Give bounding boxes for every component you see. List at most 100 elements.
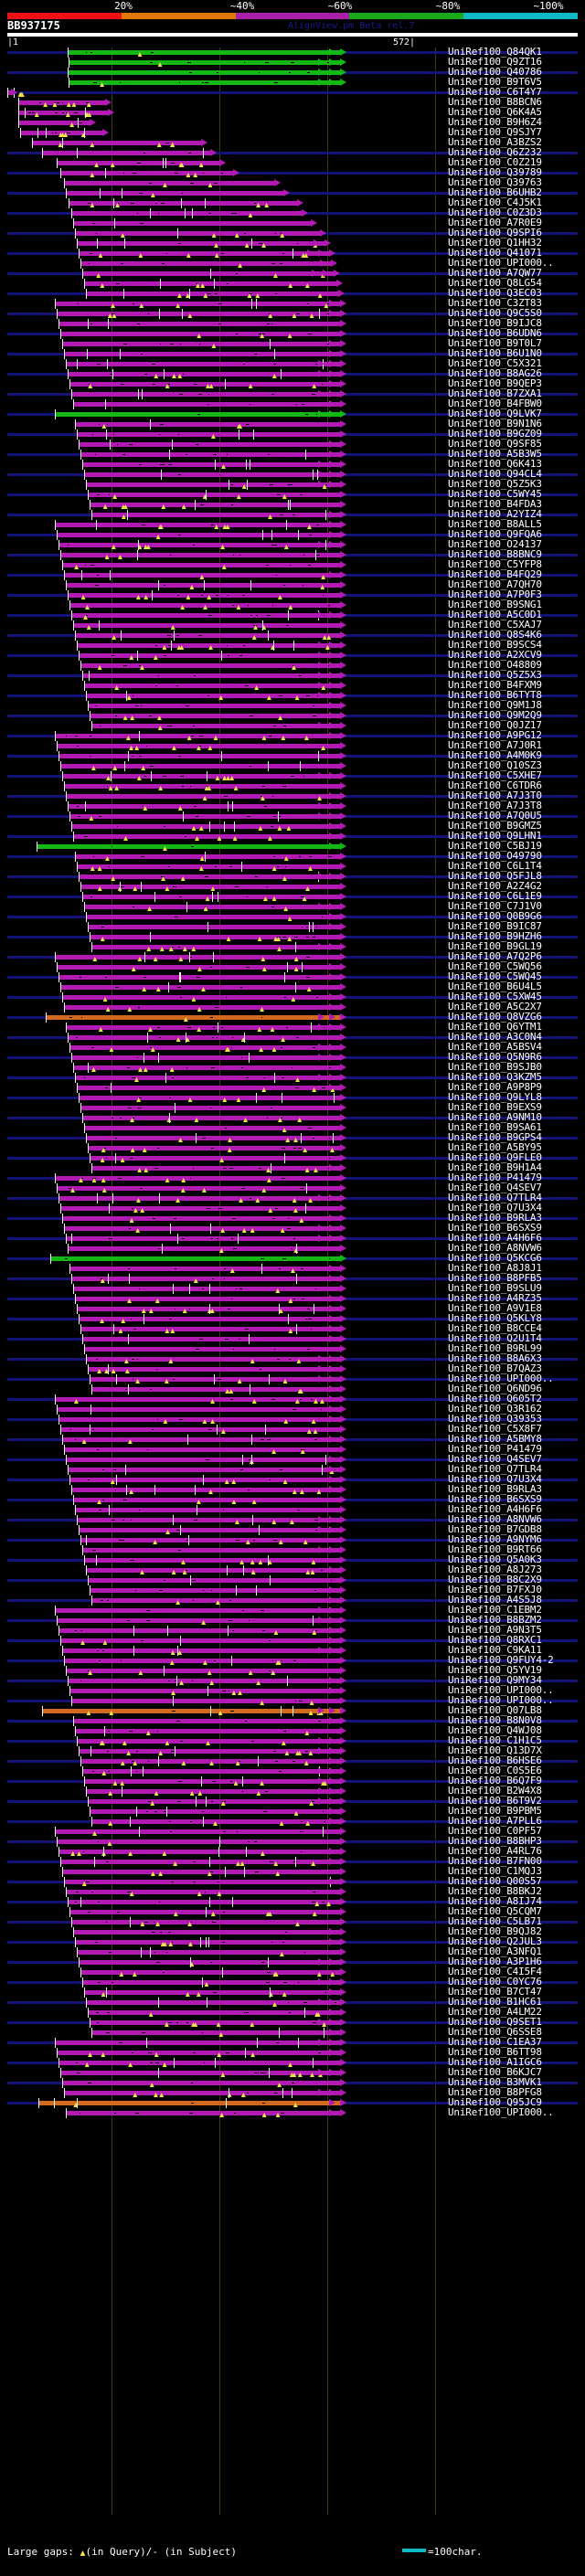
subject-id-label[interactable]: UniRef100_B7GDB8: [448, 1523, 542, 1535]
hsp-bar[interactable]: [82, 1769, 340, 1774]
subject-id-label[interactable]: UniRef100_UPI000..: [448, 257, 554, 269]
alignment-row[interactable]: UniRef100_B9GL19: [0, 941, 585, 952]
hsp-bar[interactable]: [86, 2000, 340, 2005]
alignment-row[interactable]: UniRef100_Q0B9G6: [0, 911, 585, 922]
hsp-bar[interactable]: [84, 905, 340, 909]
subject-id-label[interactable]: UniRef100_B4FDA3: [448, 498, 542, 510]
subject-id-label[interactable]: UniRef100_C6L1T4: [448, 860, 542, 872]
alignment-row[interactable]: UniRef100_B6TYT8: [0, 690, 585, 701]
subject-id-label[interactable]: UniRef100_A2XCV9: [448, 649, 542, 661]
alignment-row[interactable]: UniRef100_C1H1C5: [0, 1734, 585, 1746]
hsp-bar[interactable]: [64, 1659, 340, 1663]
alignment-row[interactable]: UniRef100_A4M0K9: [0, 750, 585, 761]
alignment-row[interactable]: UniRef100_B9SA61: [0, 1122, 585, 1133]
hsp-bar[interactable]: [57, 965, 340, 970]
alignment-row[interactable]: UniRef100_B8BNC9: [0, 549, 585, 560]
subject-id-label[interactable]: UniRef100_A4H6F6: [448, 1232, 542, 1244]
alignment-row[interactable]: UniRef100_B9HZH6: [0, 931, 585, 942]
hsp-bar[interactable]: [90, 935, 340, 939]
subject-id-label[interactable]: UniRef100_B2W4X8: [448, 1785, 542, 1797]
alignment-row[interactable]: UniRef100_C0S5E6: [0, 1765, 585, 1776]
alignment-row[interactable]: UniRef100_A9NYM6: [0, 1534, 585, 1545]
hsp-bar[interactable]: [66, 1458, 340, 1462]
subject-id-label[interactable]: UniRef100_C6L1E9: [448, 890, 542, 902]
subject-id-label[interactable]: UniRef100_Q9SJY7: [448, 126, 542, 138]
hsp-bar[interactable]: [82, 895, 340, 899]
subject-id-label[interactable]: UniRef100_B6UHB2: [448, 186, 542, 198]
subject-id-label[interactable]: UniRef100_B6HSE6: [448, 1754, 542, 1766]
subject-id-label[interactable]: UniRef100_Q9LYL8: [448, 1091, 542, 1103]
alignment-row[interactable]: UniRef100_Q9M2Q9: [0, 710, 585, 721]
alignment-row[interactable]: UniRef100_A4S5J8: [0, 1595, 585, 1606]
alignment-row[interactable]: UniRef100_B7QAZ3: [0, 1363, 585, 1374]
hsp-bar[interactable]: [58, 1417, 340, 1422]
subject-id-label[interactable]: UniRef100_Q39763: [448, 176, 542, 188]
alignment-row[interactable]: UniRef100_C5WY45: [0, 489, 585, 500]
hsp-bar[interactable]: [60, 1206, 340, 1211]
alignment-row[interactable]: UniRef100_Q13D7X: [0, 1744, 585, 1756]
subject-id-label[interactable]: UniRef100_C1H1C5: [448, 1734, 542, 1746]
subject-id-label[interactable]: UniRef100_Q5Z5X3: [448, 669, 542, 681]
subject-id-label[interactable]: UniRef100_Q6Z232: [448, 146, 542, 158]
hsp-bar[interactable]: [57, 312, 340, 316]
alignment-row[interactable]: UniRef100_B9EXS9: [0, 1102, 585, 1113]
subject-id-label[interactable]: UniRef100_B8BKJ2: [448, 1885, 542, 1897]
subject-id-label[interactable]: UniRef100_Q8RXC1: [448, 1634, 542, 1646]
subject-id-label[interactable]: UniRef100_B6SXS9: [448, 1493, 542, 1505]
alignment-row[interactable]: UniRef100_A9N3T5: [0, 1624, 585, 1636]
hsp-bar[interactable]: [79, 442, 340, 447]
hsp-bar[interactable]: [88, 2010, 340, 2015]
hsp-bar[interactable]: [69, 1478, 340, 1482]
subject-id-label[interactable]: UniRef100_Q9FLE0: [448, 1151, 542, 1163]
alignment-row[interactable]: UniRef100_Q605T2: [0, 1394, 585, 1405]
subject-id-label[interactable]: UniRef100_A5BMY8: [448, 1433, 542, 1445]
hsp-bar[interactable]: [68, 804, 340, 809]
subject-id-label[interactable]: UniRef100_Q9ZT16: [448, 56, 542, 68]
alignment-row[interactable]: UniRef100_B6U4L5: [0, 981, 585, 992]
hsp-bar[interactable]: [58, 1196, 340, 1201]
subject-id-label[interactable]: UniRef100_Q605T2: [448, 1393, 542, 1405]
hsp-bar[interactable]: [86, 1357, 340, 1362]
subject-id-label[interactable]: UniRef100_B1HC61: [448, 1996, 542, 2008]
hsp-bar[interactable]: [80, 1759, 340, 1764]
hsp-bar[interactable]: [77, 1086, 340, 1090]
subject-id-label[interactable]: UniRef100_B9QJ82: [448, 1925, 542, 1937]
subject-id-label[interactable]: UniRef100_B8PFG8: [448, 2086, 542, 2098]
subject-id-label[interactable]: UniRef100_Q1HH32: [448, 237, 542, 249]
hsp-bar[interactable]: [75, 1297, 340, 1301]
subject-id-label[interactable]: UniRef100_Q13D7X: [448, 1744, 542, 1756]
alignment-row[interactable]: UniRef100_C4J5K1: [0, 197, 585, 208]
alignment-row[interactable]: UniRef100_A5B3W5: [0, 449, 585, 460]
alignment-row[interactable]: UniRef100_B8BKJ2: [0, 1885, 585, 1897]
hsp-bar[interactable]: [42, 1709, 340, 1713]
subject-id-label[interactable]: UniRef100_C1EA37: [448, 2036, 542, 2048]
subject-id-label[interactable]: UniRef100_A3BZS2: [448, 136, 542, 148]
hsp-bar[interactable]: [68, 1468, 340, 1472]
subject-id-label[interactable]: UniRef100_C5LB71: [448, 1915, 542, 1927]
alignment-row[interactable]: UniRef100_A3NFQ1: [0, 1946, 585, 1957]
hsp-bar[interactable]: [68, 372, 340, 376]
subject-id-label[interactable]: UniRef100_A9N3T5: [448, 1624, 542, 1636]
subject-id-label[interactable]: UniRef100_A8J8J1: [448, 1262, 542, 1274]
hsp-bar[interactable]: [18, 101, 105, 105]
subject-id-label[interactable]: UniRef100_C5XAJ7: [448, 619, 542, 631]
hsp-bar[interactable]: [86, 1136, 340, 1140]
alignment-row[interactable]: UniRef100_UPI000..: [0, 1373, 585, 1384]
hsp-bar[interactable]: [73, 1498, 340, 1502]
alignment-row[interactable]: UniRef100_Q5N9R6: [0, 1052, 585, 1063]
subject-id-label[interactable]: UniRef100_C6TDR6: [448, 779, 542, 791]
subject-id-label[interactable]: UniRef100_Q9MY34: [448, 1674, 542, 1686]
alignment-row[interactable]: UniRef100_Q4WJ08: [0, 1725, 585, 1736]
hsp-bar[interactable]: [62, 1216, 340, 1221]
hsp-bar[interactable]: [68, 50, 340, 55]
alignment-row[interactable]: UniRef100_Q6ND96: [0, 1383, 585, 1394]
alignment-row[interactable]: UniRef100_C5X8F7: [0, 1424, 585, 1435]
subject-id-label[interactable]: UniRef100_C5XHE7: [448, 769, 542, 781]
subject-id-label[interactable]: UniRef100_Q9SPI6: [448, 227, 542, 239]
subject-id-label[interactable]: UniRef100_Q10SZ3: [448, 759, 542, 771]
alignment-row[interactable]: UniRef100_Q07LB8: [0, 1705, 585, 1716]
subject-id-label[interactable]: UniRef100_A4H6F6: [448, 1503, 542, 1515]
hsp-bar[interactable]: [55, 734, 340, 738]
subject-id-label[interactable]: UniRef100_C0S5E6: [448, 1765, 542, 1776]
hsp-bar[interactable]: [84, 1558, 340, 1563]
